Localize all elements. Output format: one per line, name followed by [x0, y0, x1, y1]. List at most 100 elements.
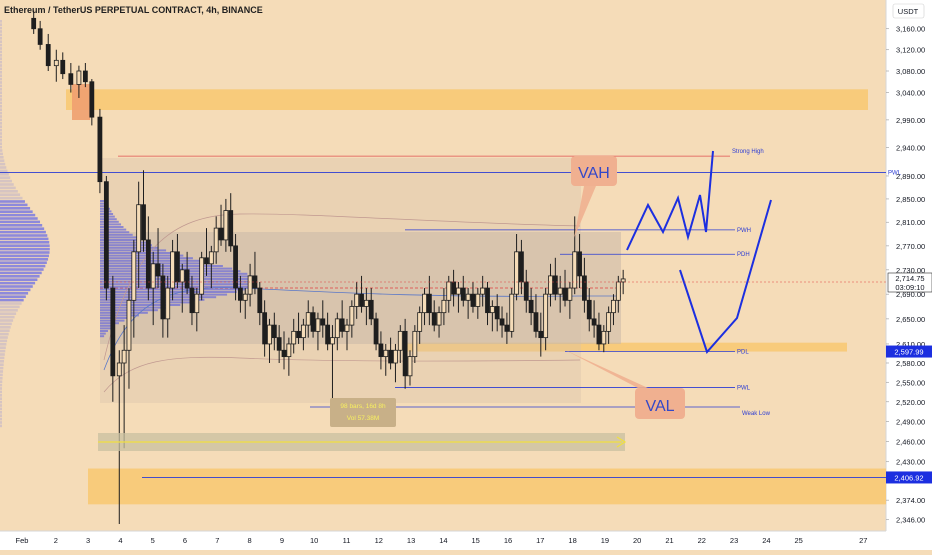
anchored-profile-bar [100, 254, 184, 257]
time-axis-panel[interactable] [0, 531, 886, 550]
session-profile-bar [0, 339, 8, 343]
candle-down [141, 204, 146, 241]
candle-down [233, 245, 238, 289]
candle-up [300, 324, 306, 339]
candle-up [165, 287, 171, 320]
anchored-profile-bar [100, 296, 217, 299]
session-profile-bar [0, 251, 50, 254]
chart-title: Ethereum / TetherUS PERPETUAL CONTRACT, … [4, 5, 263, 15]
session-profile-bar [0, 128, 2, 132]
date-range-arrow-head [616, 436, 627, 448]
candle-down [145, 239, 151, 289]
candle-up [334, 318, 340, 339]
zone-box [405, 342, 847, 352]
level-label: Strong High [732, 149, 764, 155]
session-profile-bar [0, 169, 8, 173]
session-profile-bar [0, 315, 15, 319]
anchored-profile-bar [100, 223, 122, 226]
anchored-profile-bar [100, 246, 159, 249]
val-callout [635, 388, 685, 419]
vah-pointer [574, 186, 596, 238]
anchored-profile-bar [100, 332, 106, 335]
candle-down [276, 337, 282, 351]
candle-down [68, 73, 74, 85]
candle-up [412, 330, 418, 358]
session-profile-bar [0, 64, 2, 67]
price-marker-badge[interactable] [886, 345, 932, 358]
candle-up [572, 251, 578, 289]
session-profile-bar [0, 125, 2, 128]
session-profile-bar [0, 319, 14, 322]
time-tick-label: 21 [665, 536, 673, 545]
candle-down [378, 343, 384, 358]
candle-down [373, 318, 379, 345]
anchored-profile-bar [100, 262, 214, 265]
candle-up [601, 330, 607, 345]
candle-down [204, 257, 209, 265]
zone-box [66, 89, 868, 110]
anchored-profile-bar [100, 241, 147, 244]
session-profile-bar [0, 271, 42, 275]
session-profile-bar [0, 26, 2, 30]
time-tick-label: 9 [280, 536, 284, 545]
session-profile-bar [0, 118, 2, 122]
session-profile-bar [0, 417, 2, 421]
session-profile-bar [0, 139, 2, 142]
anchored-profile-bar [100, 285, 251, 288]
zone-highlight [72, 84, 90, 120]
current-price-value: 2,714.75 [895, 274, 924, 283]
session-profile-bar [0, 207, 31, 210]
session-profile-bar [0, 108, 2, 111]
candle-down [189, 287, 195, 314]
candle-up [407, 356, 413, 377]
candle-up [557, 287, 563, 295]
candle-up [354, 293, 360, 307]
candle-down [431, 312, 437, 326]
price-tick-label: 2,810.00 [896, 218, 925, 227]
candle-down [45, 44, 51, 67]
vah-label: VAH [578, 165, 610, 182]
price-marker-badge[interactable] [886, 471, 932, 484]
session-profile-bar [0, 366, 4, 370]
level-label: PWH [737, 228, 751, 234]
candle-up [393, 349, 398, 364]
price-markers: 2,597.99 2,406.92 [886, 345, 932, 484]
vwap-lower-band [103, 356, 581, 393]
session-profile-bar [0, 394, 2, 397]
session-profile-bar [0, 20, 2, 23]
price-tick-label: 3,080.00 [896, 67, 925, 76]
candle-up [286, 343, 292, 358]
session-profile-bar [0, 186, 16, 190]
session-profile-bar [0, 400, 2, 404]
session-profile-bar [0, 162, 6, 166]
candle-down [60, 59, 66, 75]
current-price-badge[interactable] [887, 272, 932, 293]
candle-up [179, 269, 185, 283]
session-profile-bar [0, 227, 45, 230]
candle-up [606, 312, 612, 332]
session-profile-bar [0, 370, 4, 373]
candle-up [509, 293, 515, 332]
candle-down [577, 251, 582, 277]
anchored-profile-bar [100, 301, 193, 304]
anchored-profile-bar [100, 259, 203, 262]
price-tick-label: 2,770.00 [896, 242, 925, 251]
candle-down [359, 293, 364, 307]
candle-up [208, 251, 214, 265]
session-profile-bar [0, 173, 9, 176]
anchored-profile-bar [100, 267, 233, 270]
currency-badge[interactable] [892, 3, 925, 19]
candle-up [363, 299, 369, 307]
session-profile-bar [0, 353, 5, 356]
candle-down [310, 312, 316, 332]
candle-down [296, 330, 301, 339]
session-profile-bar [0, 336, 8, 339]
time-tick-label: 22 [698, 536, 706, 545]
candle-up [53, 59, 59, 67]
candle-up [456, 287, 461, 295]
price-tick-label: 2,520.00 [896, 398, 925, 407]
candle-countdown: 03:09:10 [895, 283, 924, 292]
level-label: PDH [737, 252, 750, 258]
